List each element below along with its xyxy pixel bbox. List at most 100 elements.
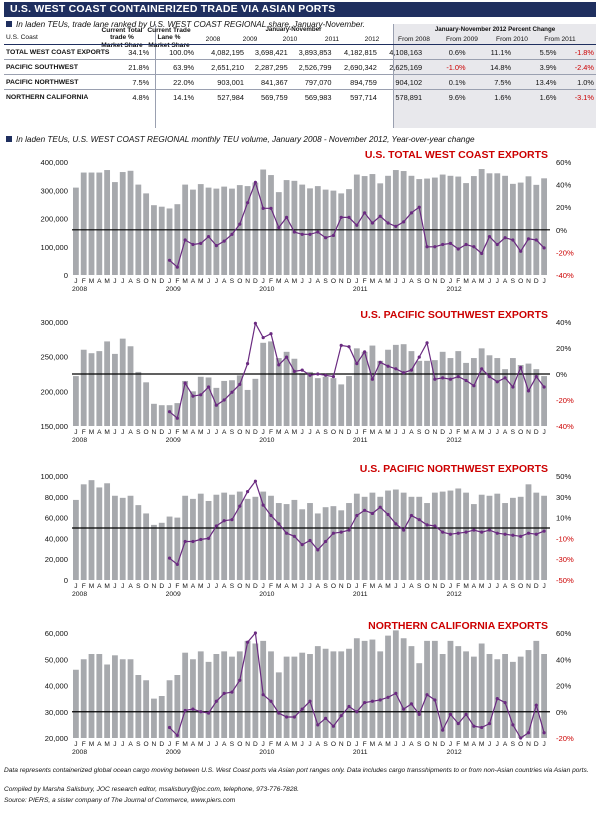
- bar: [119, 172, 126, 275]
- bar: [392, 170, 399, 275]
- y-tick-label: 80,000: [45, 493, 68, 502]
- month-label: O: [424, 741, 429, 748]
- bar: [166, 208, 173, 275]
- bar: [205, 661, 212, 738]
- bar: [182, 495, 189, 580]
- month-label: A: [316, 741, 321, 748]
- y2-tick-label: 20%: [556, 203, 571, 212]
- bar: [424, 178, 430, 275]
- bar: [135, 371, 142, 426]
- month-label: J: [301, 429, 304, 436]
- yoy-point: [417, 518, 421, 522]
- table-cell: 527,984: [196, 89, 246, 104]
- yoy-point: [206, 234, 211, 239]
- bar: [377, 496, 384, 580]
- yoy-point: [487, 528, 492, 532]
- year-label: 2010: [259, 437, 274, 444]
- month-label: F: [82, 429, 86, 436]
- yoy-point: [409, 513, 414, 518]
- month-label: J: [488, 583, 491, 590]
- yoy-point: [542, 529, 546, 533]
- yoy-point: [316, 723, 320, 727]
- bar: [307, 371, 313, 426]
- month-label: D: [159, 429, 164, 436]
- month-label: D: [534, 278, 539, 285]
- month-label: M: [276, 583, 282, 590]
- bar: [408, 351, 415, 426]
- yoy-point: [526, 731, 531, 735]
- bar: [533, 369, 540, 426]
- month-label: M: [182, 429, 188, 436]
- month-label: J: [496, 278, 499, 285]
- table-cell: 2,625,169: [378, 59, 425, 75]
- bar: [400, 492, 407, 580]
- month-label: F: [456, 741, 460, 748]
- yoy-point: [433, 245, 437, 249]
- month-label: N: [245, 429, 250, 436]
- month-label: M: [479, 583, 485, 590]
- bar: [283, 504, 290, 580]
- month-label: M: [385, 278, 391, 285]
- month-label: A: [378, 741, 383, 748]
- yoy-point: [378, 698, 382, 702]
- month-label: A: [97, 429, 102, 436]
- y-tick-label: 20,000: [45, 555, 68, 564]
- bar: [291, 499, 298, 580]
- bar: [541, 178, 547, 275]
- bar: [509, 497, 516, 580]
- month-label: N: [245, 741, 250, 748]
- bar: [197, 651, 204, 738]
- bar: [322, 189, 329, 275]
- bar: [88, 353, 95, 426]
- bar: [486, 654, 493, 738]
- bar: [447, 175, 454, 275]
- yoy-point: [292, 715, 296, 719]
- bar: [158, 696, 165, 738]
- month-label: S: [230, 429, 235, 436]
- yoy-point: [448, 712, 453, 716]
- month-label: M: [463, 741, 469, 748]
- yoy-point: [191, 539, 195, 544]
- y-tick-label: 30,000: [45, 708, 68, 717]
- month-label: N: [152, 583, 157, 590]
- year-label: 2011: [353, 437, 368, 444]
- yoy-point: [183, 708, 187, 713]
- bar: [182, 380, 189, 426]
- month-label: N: [432, 429, 437, 436]
- month-label: J: [121, 278, 124, 285]
- bar: [112, 655, 118, 738]
- yoy-point: [378, 360, 382, 364]
- bar: [143, 680, 150, 738]
- yoy-point: [230, 690, 234, 694]
- bar: [213, 188, 220, 275]
- table-cell: -2.4%: [558, 59, 596, 75]
- bar: [73, 187, 79, 275]
- table-cell: 3,698,421: [245, 44, 290, 60]
- yoy-point: [230, 518, 234, 522]
- bar: [174, 204, 181, 275]
- bar: [283, 656, 290, 738]
- table-cell: 904,102: [378, 74, 425, 90]
- pct-col-header: From 2010: [496, 36, 528, 43]
- yoy-point: [175, 265, 179, 269]
- yoy-point: [464, 378, 468, 383]
- bar: [338, 193, 345, 275]
- bar: [96, 351, 103, 426]
- bar: [361, 640, 368, 738]
- bar: [244, 498, 251, 580]
- bar: [166, 405, 173, 426]
- bar: [346, 376, 352, 426]
- month-label: J: [542, 278, 545, 285]
- yoy-point: [542, 246, 546, 250]
- month-label: M: [89, 583, 95, 590]
- month-label: N: [245, 278, 250, 285]
- yoy-point: [472, 724, 476, 728]
- bar: [470, 656, 477, 738]
- bar: [190, 391, 196, 426]
- month-label: J: [488, 741, 491, 748]
- month-label: F: [363, 429, 367, 436]
- year-label: 2009: [166, 286, 181, 293]
- table-cell: 63.9%: [151, 59, 197, 75]
- yoy-point: [472, 528, 476, 532]
- month-label: J: [394, 583, 397, 590]
